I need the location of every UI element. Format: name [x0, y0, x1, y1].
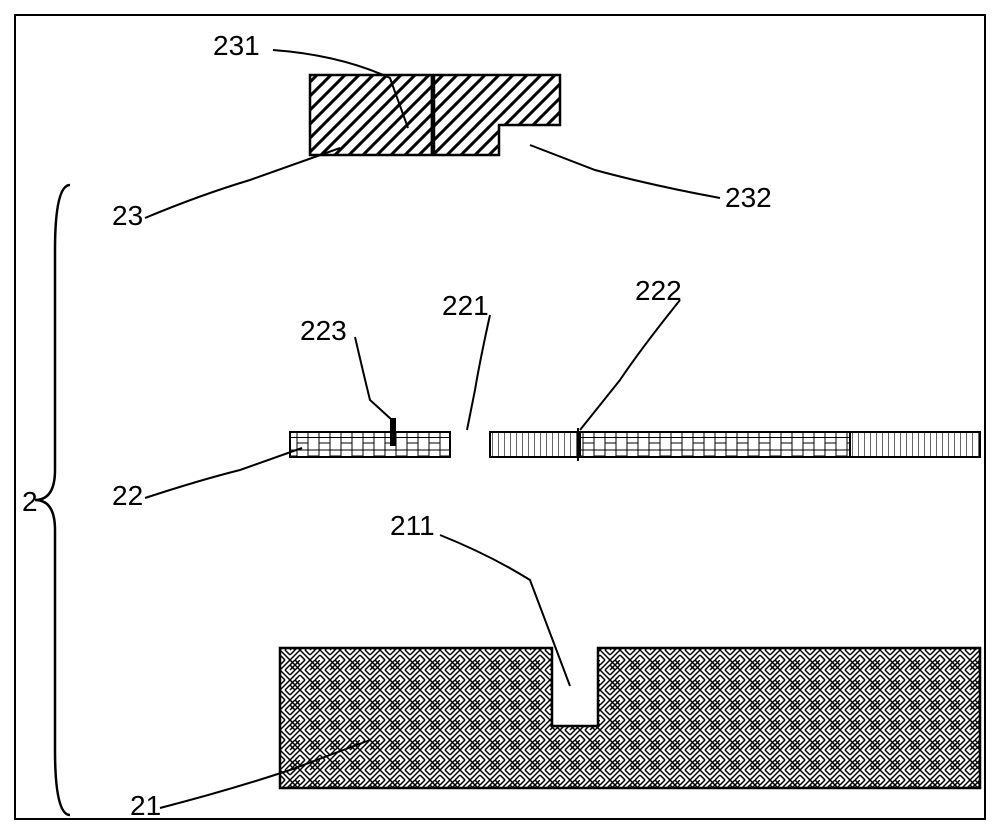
- label-221: 221: [442, 290, 489, 322]
- label-223: 223: [300, 315, 347, 347]
- technical-diagram: 231 232 23 223 221 222 22 211 21 2: [0, 0, 1000, 834]
- label-232: 232: [725, 182, 772, 214]
- label-231: 231: [213, 30, 260, 62]
- bottom-block-group: [280, 648, 980, 788]
- label-211: 211: [390, 510, 435, 542]
- label-21: 21: [130, 790, 161, 822]
- label-222: 222: [635, 275, 682, 307]
- label-22: 22: [112, 480, 143, 512]
- brace: [35, 185, 70, 815]
- middle-marker: [390, 418, 396, 446]
- top-block-group: [310, 75, 560, 155]
- label-23: 23: [112, 200, 143, 232]
- label-2: 2: [22, 486, 38, 518]
- middle-band-group: [290, 418, 980, 461]
- diagram-svg: [0, 0, 1000, 834]
